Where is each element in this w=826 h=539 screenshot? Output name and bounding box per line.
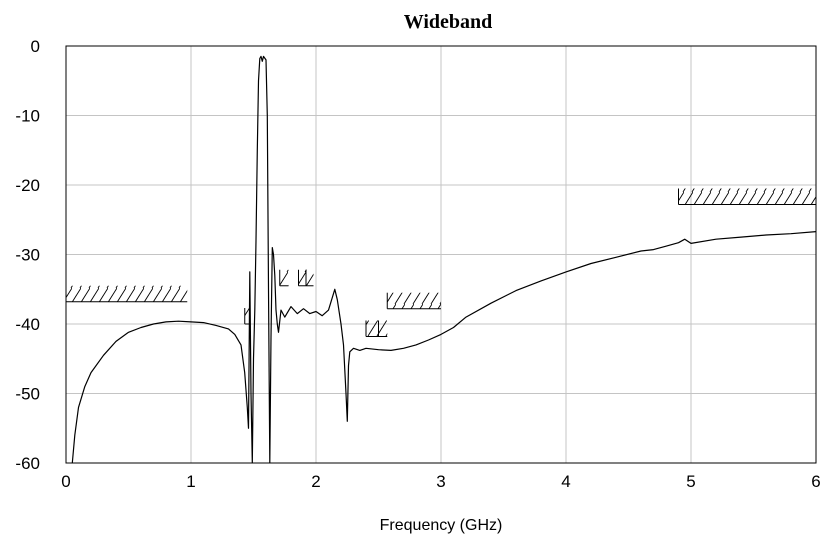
mask-segment: [305, 269, 314, 287]
x-tick-label: 5: [686, 472, 695, 491]
y-tick-label: -60: [15, 454, 40, 473]
plot-frame: [65, 45, 817, 464]
x-tick-labels: 0 1 2 3 4 5 6: [61, 472, 820, 491]
y-tick-label: -20: [15, 176, 40, 195]
x-tick-label: 0: [61, 472, 70, 491]
y-tick-label: -10: [15, 107, 40, 126]
grid: [66, 46, 816, 463]
mask-segment: [279, 269, 289, 287]
series-line: [71, 55, 816, 463]
series-trace: [71, 55, 816, 463]
mask-segment: [386, 292, 441, 310]
chart-title: Wideband: [404, 11, 493, 33]
mask-segment: [378, 320, 388, 338]
y-tick-label: -50: [15, 385, 40, 404]
x-tick-label: 3: [436, 472, 445, 491]
y-tick-label: 0: [31, 37, 40, 56]
spectral-mask: [65, 188, 816, 338]
y-tick-labels: 0 -10 -20 -30 -40 -50 -60: [15, 37, 40, 473]
mask-segment: [65, 285, 188, 303]
y-tick-label: -40: [15, 315, 40, 334]
x-tick-label: 2: [311, 472, 320, 491]
x-tick-label: 4: [561, 472, 570, 491]
y-tick-label: -30: [15, 246, 40, 265]
mask-segment: [365, 320, 379, 338]
mask-segment: [678, 188, 816, 205]
x-tick-label: 6: [811, 472, 820, 491]
x-tick-label: 1: [186, 472, 195, 491]
x-axis-label: Frequency (GHz): [380, 517, 503, 534]
mask-segment: [298, 269, 306, 287]
